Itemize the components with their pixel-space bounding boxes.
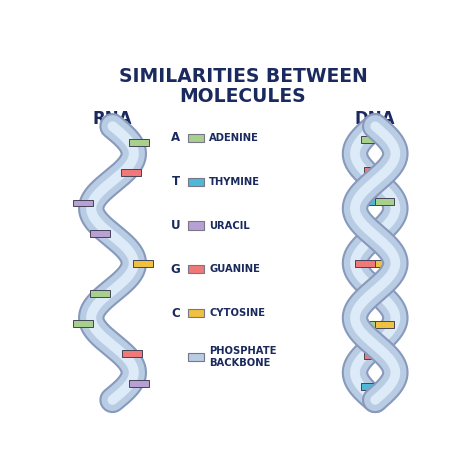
Text: MOLECULES: MOLECULES (180, 87, 306, 106)
FancyBboxPatch shape (188, 353, 204, 361)
Bar (375, 229, 379, 236)
Text: C: C (172, 307, 181, 319)
Bar (122, 350, 142, 357)
Bar (375, 137, 390, 144)
Bar (372, 229, 375, 236)
Bar (375, 291, 379, 298)
FancyBboxPatch shape (188, 178, 204, 186)
Bar (73, 320, 93, 327)
Bar (364, 352, 375, 359)
Text: URACIL: URACIL (209, 220, 250, 230)
Text: CYTOSINE: CYTOSINE (209, 308, 265, 318)
Bar (133, 260, 153, 267)
Text: G: G (171, 263, 181, 276)
Text: PHOSPHATE
BACKBONE: PHOSPHATE BACKBONE (209, 346, 277, 368)
Text: A: A (171, 131, 181, 145)
Text: DNA: DNA (355, 110, 395, 128)
Bar (90, 229, 110, 237)
Bar (121, 169, 141, 176)
Text: GUANINE: GUANINE (209, 264, 260, 274)
Bar (356, 198, 375, 205)
Text: RNA: RNA (93, 110, 132, 128)
Bar (375, 321, 394, 328)
FancyBboxPatch shape (188, 221, 204, 229)
Bar (129, 381, 149, 387)
Text: T: T (173, 175, 181, 188)
Text: ADENINE: ADENINE (209, 133, 259, 143)
Bar (364, 167, 375, 174)
Bar (375, 383, 389, 390)
Bar (371, 291, 375, 298)
Text: U: U (171, 219, 181, 232)
Text: SIMILARITIES BETWEEN: SIMILARITIES BETWEEN (118, 67, 367, 86)
Bar (361, 383, 375, 390)
Bar (375, 198, 394, 205)
Bar (73, 200, 93, 207)
Bar (355, 260, 375, 267)
Bar (375, 260, 395, 267)
Bar (375, 167, 386, 174)
Bar (356, 321, 375, 328)
Text: THYMINE: THYMINE (209, 177, 260, 187)
Bar (129, 139, 149, 146)
FancyBboxPatch shape (188, 309, 204, 317)
Bar (90, 290, 109, 297)
FancyBboxPatch shape (188, 265, 204, 273)
Bar (361, 137, 375, 144)
FancyBboxPatch shape (188, 134, 204, 142)
Bar (375, 352, 387, 359)
